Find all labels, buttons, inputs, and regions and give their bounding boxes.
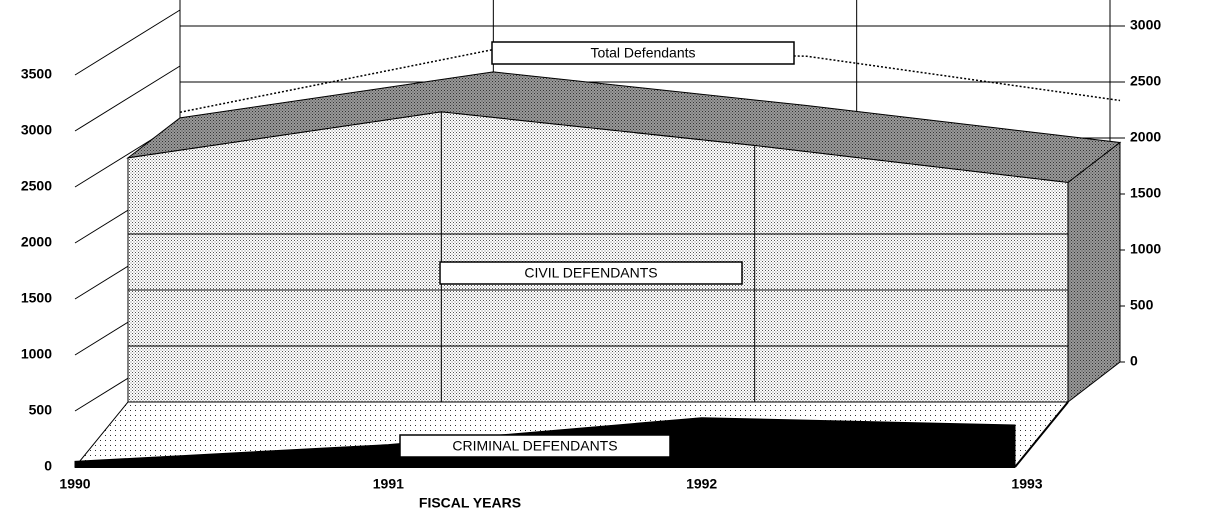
y2-tick-label: 2000 xyxy=(1130,129,1161,145)
legend-civil: CIVIL DEFENDANTS xyxy=(524,265,657,281)
y-tick-label: 0 xyxy=(44,458,52,474)
legend-criminal: CRIMINAL DEFENDANTS xyxy=(452,438,617,454)
y-tick-label: 3000 xyxy=(21,122,52,138)
x-tick-label: 1990 xyxy=(59,476,90,492)
x-axis-side xyxy=(1014,401,1069,468)
grid-line xyxy=(74,65,181,132)
legend-total: Total Defendants xyxy=(590,45,695,61)
y-tick-label: 1000 xyxy=(21,346,52,362)
x-tick-label: 1991 xyxy=(373,476,404,492)
y-tick-label: 2000 xyxy=(21,234,52,250)
y-tick-label: 500 xyxy=(29,402,53,418)
y-tick-label: 2500 xyxy=(21,178,52,194)
y2-tick-label: 1500 xyxy=(1130,185,1161,201)
y2-tick-label: 0 xyxy=(1130,353,1138,369)
y2-tick-label: 3000 xyxy=(1130,17,1161,33)
y2-tick-label: 1000 xyxy=(1130,241,1161,257)
legend-civil-box xyxy=(439,261,743,285)
civil-side xyxy=(1067,141,1121,404)
x-axis-label: FISCAL YEARS xyxy=(419,495,521,511)
grid-line xyxy=(74,9,181,76)
y-tick-label: 1500 xyxy=(21,290,52,306)
legend-total-box xyxy=(491,41,795,65)
y2-tick-label: 500 xyxy=(1130,297,1154,313)
x-tick-label: 1992 xyxy=(686,476,717,492)
y2-tick-label: 2500 xyxy=(1130,73,1161,89)
x-tick-label: 1993 xyxy=(1011,476,1042,492)
legend-criminal-box xyxy=(399,434,671,458)
y-tick-label: 3500 xyxy=(21,66,52,82)
